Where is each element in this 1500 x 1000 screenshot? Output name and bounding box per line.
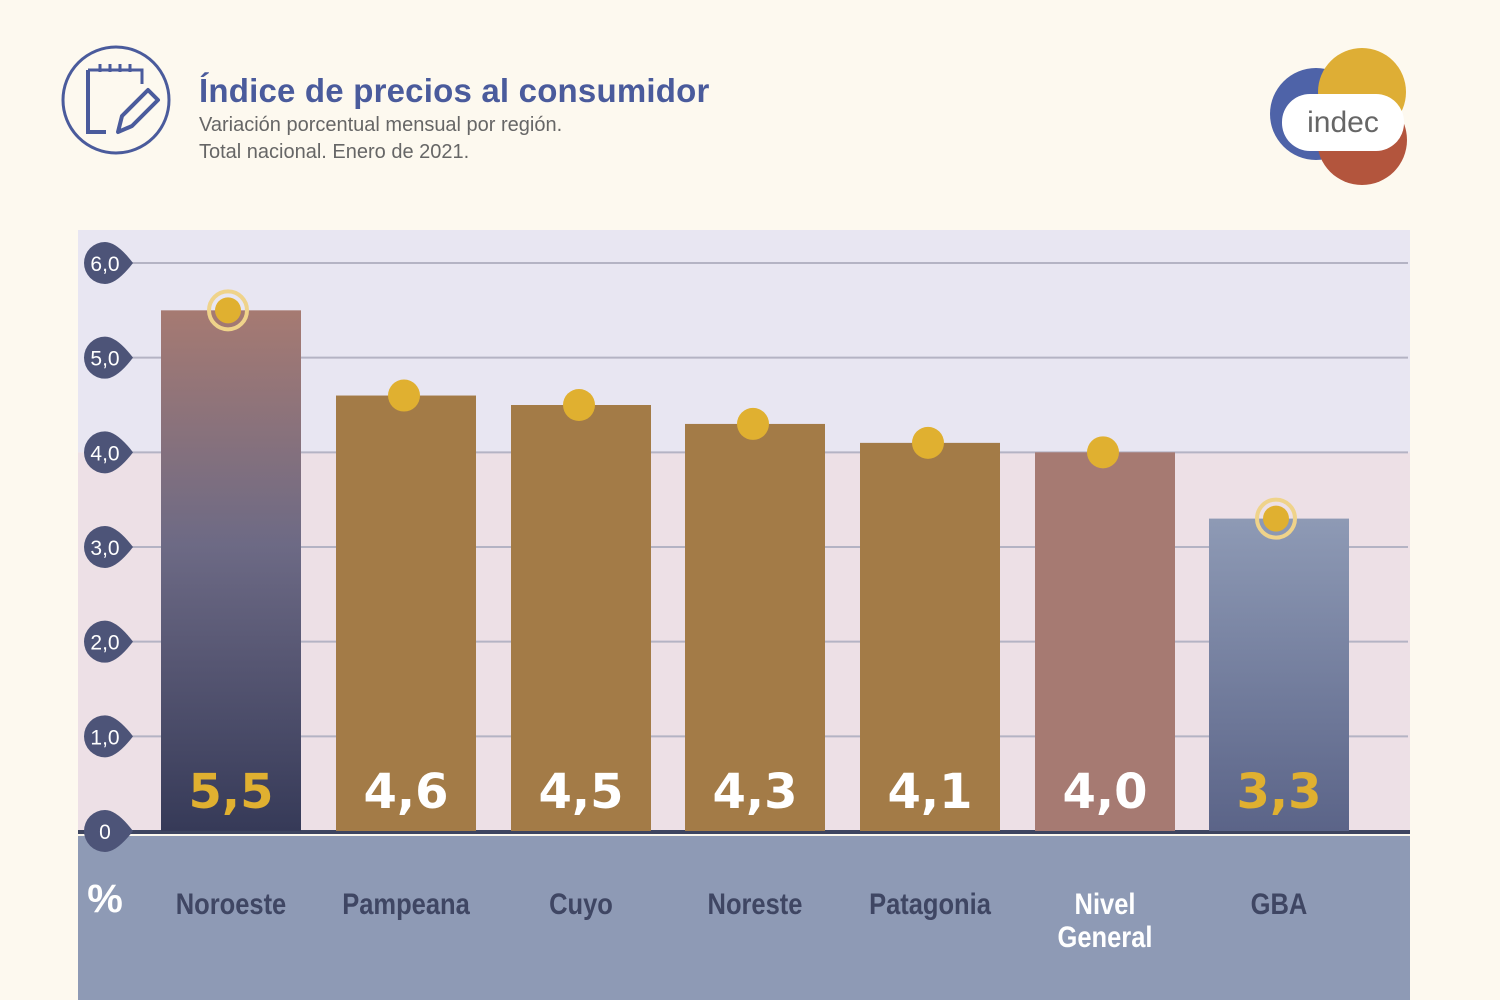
value-label: 5,5 — [188, 764, 273, 820]
ytick-badge — [84, 526, 133, 568]
value-label: 3,3 — [1236, 764, 1321, 820]
category-label: Pampeana — [342, 887, 470, 920]
marker-dot — [215, 297, 241, 324]
category-label: Patagonia — [869, 887, 991, 920]
ytick-label: 4,0 — [90, 442, 119, 465]
ytick-label: 0 — [99, 821, 111, 844]
bar-gba — [1209, 518, 1349, 831]
bar-patagonia — [860, 442, 1000, 831]
category-label: Cuyo — [549, 887, 613, 920]
category-label-line: General — [1058, 920, 1153, 953]
marker-dot — [1263, 505, 1289, 532]
ytick-label: 6,0 — [90, 253, 119, 276]
ytick-badge — [84, 620, 133, 663]
svg-text:indec: indec — [1307, 106, 1379, 139]
bar-noreste — [685, 423, 825, 831]
ytick-badge — [84, 810, 133, 852]
marker-dot — [912, 426, 944, 459]
value-label: 4,1 — [887, 764, 972, 820]
marker-dot — [563, 389, 595, 421]
bar-cuyo — [511, 405, 651, 831]
notepad-pencil-icon — [61, 45, 171, 155]
ytick-label: 5,0 — [90, 348, 119, 371]
marker-dot — [388, 379, 420, 412]
ytick-badge — [84, 715, 133, 758]
ytick-badge — [84, 431, 133, 474]
page-title: Índice de precios al consumidor — [199, 72, 710, 109]
ytick-badge — [84, 336, 133, 379]
category-label: GBA — [1251, 887, 1308, 920]
category-band — [78, 836, 1410, 1000]
marker-ring — [1255, 497, 1297, 540]
indec-logo: indec — [1270, 48, 1407, 185]
subtitle-line-1: Variación porcentual mensual por región. — [199, 114, 563, 136]
value-label: 4,6 — [363, 764, 448, 820]
ytick-label: 3,0 — [90, 537, 119, 560]
bar-pampeana — [336, 395, 476, 831]
value-label: 4,3 — [712, 764, 797, 820]
subtitle-line-2: Total nacional. Enero de 2021. — [199, 141, 470, 163]
category-label-line: Nivel — [1075, 887, 1136, 920]
category-label: Noreste — [708, 887, 803, 920]
marker-dot — [1087, 436, 1119, 469]
value-label: 4,5 — [538, 764, 623, 820]
ytick-badge — [84, 242, 133, 284]
y-axis-unit: % — [87, 877, 123, 921]
marker-ring — [207, 289, 249, 332]
category-label: Nivel General — [1058, 887, 1153, 953]
category-label: Noroeste — [176, 887, 286, 920]
ytick-label: 1,0 — [90, 726, 119, 749]
marker-dot — [737, 407, 769, 440]
ytick-label: 2,0 — [90, 632, 119, 655]
bar-nivel-general — [1035, 452, 1175, 831]
bar-noroeste — [161, 310, 301, 831]
value-label: 4,0 — [1062, 764, 1147, 820]
